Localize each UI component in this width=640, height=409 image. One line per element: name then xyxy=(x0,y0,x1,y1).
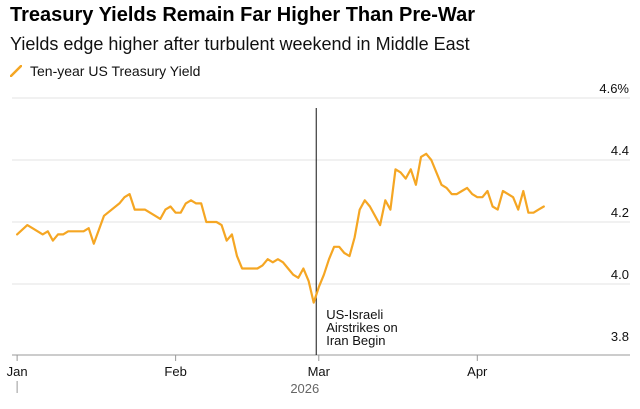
chart-title: Treasury Yields Remain Far Higher Than P… xyxy=(10,4,475,26)
year-label: 2026 xyxy=(290,381,319,396)
x-tick-label: Mar xyxy=(308,364,331,379)
x-axis-ticks: Jan Feb Mar Apr 2026 xyxy=(7,355,488,396)
legend: Ten-year US Treasury Yield xyxy=(10,63,200,79)
x-tick-label: Feb xyxy=(164,364,186,379)
annotation-line: US-Israeli xyxy=(326,307,383,322)
y-tick-label: 4.6% xyxy=(599,81,629,96)
x-tick-label: Jan xyxy=(7,364,28,379)
x-tick-label: Apr xyxy=(467,364,488,379)
y-axis-labels: 4.6% 4.4 4.2 4.0 3.8 xyxy=(599,81,629,344)
series-line-ten-year-yield xyxy=(16,152,545,304)
y-tick-label: 4.4 xyxy=(611,143,629,158)
y-tick-label: 4.0 xyxy=(611,267,629,282)
annotation-line: Iran Begin xyxy=(326,333,385,348)
chart-subtitle: Yields edge higher after turbulent weeke… xyxy=(10,34,470,54)
legend-label: Ten-year US Treasury Yield xyxy=(30,63,201,79)
grid xyxy=(12,97,630,285)
y-tick-label: 4.2 xyxy=(611,205,629,220)
y-tick-label: 3.8 xyxy=(611,329,629,344)
annotation-line: Airstrikes on xyxy=(326,320,398,335)
event-annotation: US-Israeli Airstrikes on Iran Begin xyxy=(326,307,398,348)
legend-line-icon xyxy=(10,65,22,77)
